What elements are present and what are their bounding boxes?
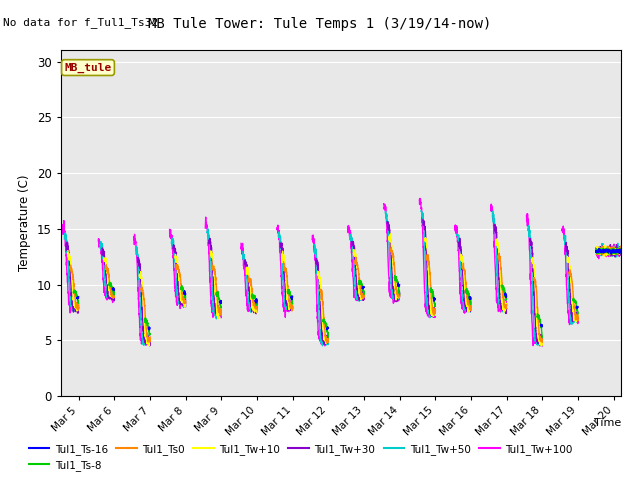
Line: Tul1_Ts-16: Tul1_Ts-16: [77, 248, 621, 330]
Tul1_Tw+100: [572, 315, 580, 321]
Tul1_Tw+50: [464, 302, 472, 308]
Text: No data for f_Tul1_Ts32: No data for f_Tul1_Ts32: [3, 17, 159, 28]
Tul1_Ts-8: [464, 288, 472, 294]
Tul1_Tw+10: [323, 336, 331, 342]
Line: Tul1_Ts-8: Tul1_Ts-8: [74, 248, 621, 337]
Tul1_Tw+30: [323, 340, 331, 346]
Tul1_Tw+100: [464, 300, 472, 306]
Tul1_Tw+100: [600, 251, 607, 257]
Line: Tul1_Tw+50: Tul1_Tw+50: [65, 211, 621, 346]
Tul1_Ts0: [323, 337, 331, 343]
Tul1_Tw+50: [572, 309, 580, 315]
Tul1_Ts-8: [323, 325, 331, 331]
Tul1_Ts0: [464, 297, 472, 303]
Tul1_Tw+10: [572, 314, 580, 320]
Tul1_Ts-8: [600, 250, 607, 255]
Y-axis label: Temperature (C): Temperature (C): [19, 175, 31, 272]
Legend: Tul1_Ts-16, Tul1_Ts-8, Tul1_Ts0, Tul1_Tw+10, Tul1_Tw+30, Tul1_Tw+50, Tul1_Tw+100: Tul1_Ts-16, Tul1_Ts-8, Tul1_Ts0, Tul1_Tw…: [24, 439, 577, 475]
Tul1_Tw+50: [323, 340, 331, 346]
Text: MB_tule: MB_tule: [65, 62, 111, 72]
Tul1_Ts0: [572, 312, 580, 317]
Text: MB Tule Tower: Tule Temps 1 (3/19/14-now): MB Tule Tower: Tule Temps 1 (3/19/14-now…: [148, 17, 492, 31]
Tul1_Tw+100: [323, 340, 331, 346]
Tul1_Ts-8: [617, 248, 625, 254]
Tul1_Tw+10: [617, 250, 625, 255]
Tul1_Tw+50: [600, 251, 607, 256]
Tul1_Ts-16: [617, 247, 625, 252]
Line: Tul1_Tw+100: Tul1_Tw+100: [63, 198, 621, 346]
Tul1_Tw+10: [464, 302, 472, 308]
Tul1_Tw+30: [464, 305, 472, 311]
Tul1_Ts-8: [572, 299, 580, 304]
Tul1_Tw+30: [617, 252, 625, 257]
Tul1_Tw+100: [617, 246, 625, 252]
Line: Tul1_Tw+10: Tul1_Tw+10: [68, 234, 621, 346]
Tul1_Ts0: [600, 247, 607, 253]
Text: Time: Time: [593, 418, 621, 428]
Line: Tul1_Ts0: Tul1_Ts0: [70, 246, 621, 343]
Tul1_Tw+50: [617, 247, 625, 252]
Tul1_Ts-16: [600, 250, 607, 255]
Line: Tul1_Tw+30: Tul1_Tw+30: [67, 220, 621, 346]
Tul1_Tw+10: [600, 250, 607, 255]
Tul1_Ts0: [617, 243, 625, 249]
Tul1_Ts-16: [323, 325, 331, 331]
Tul1_Tw+30: [572, 312, 580, 318]
Tul1_Tw+30: [600, 249, 607, 254]
